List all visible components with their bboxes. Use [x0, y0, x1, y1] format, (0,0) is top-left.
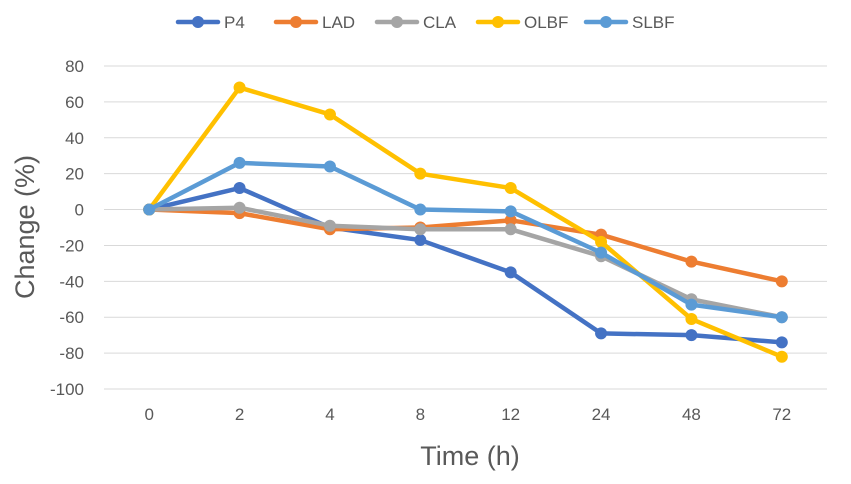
legend-item-slbf: SLBF [583, 13, 675, 32]
data-point-olbf [775, 350, 788, 363]
data-point-lad [775, 275, 788, 288]
data-point-p4 [685, 329, 698, 342]
data-point-olbf [323, 108, 336, 121]
series-lines [143, 81, 788, 363]
series-line-cla [146, 205, 785, 320]
data-point-p4 [233, 182, 246, 195]
legend-label-lad: LAD [322, 13, 355, 32]
data-point-slbf [775, 311, 788, 324]
data-point-olbf [414, 167, 427, 180]
y-tick-label: -80 [59, 344, 84, 363]
data-point-p4 [414, 234, 427, 247]
data-point-slbf [685, 298, 698, 311]
data-point-lad [504, 214, 517, 227]
legend-label-slbf: SLBF [632, 13, 675, 32]
legend-marker-olbf [492, 16, 504, 28]
y-axis-ticks: 80 60 40 20 0 -20 -40 -60 -80 -100 [50, 57, 84, 399]
series-line-olbf [146, 85, 785, 359]
y-tick-label: -100 [50, 380, 84, 399]
data-point-lad [685, 255, 698, 268]
y-tick-label: 0 [75, 201, 84, 220]
legend-marker-lad [290, 16, 302, 28]
data-point-slbf [414, 203, 427, 216]
data-point-p4 [504, 266, 517, 279]
x-tick-label: 48 [682, 405, 701, 424]
y-tick-label: -20 [59, 236, 84, 255]
series-slbf [143, 156, 788, 324]
legend-item-lad: LAD [273, 13, 355, 32]
legend-marker-slbf [600, 16, 612, 28]
data-point-p4 [775, 336, 788, 349]
legend-marker-p4 [192, 16, 204, 28]
x-tick-label: 0 [144, 405, 153, 424]
x-tick-label: 72 [772, 405, 791, 424]
data-point-cla [414, 223, 427, 236]
y-axis-title: Change (%) [10, 155, 40, 299]
legend: P4 LAD CLA OLBF SLBF [175, 13, 675, 32]
data-point-slbf [504, 205, 517, 218]
legend-label-p4: P4 [224, 13, 245, 32]
legend-label-cla: CLA [423, 13, 457, 32]
data-point-cla [233, 201, 246, 214]
y-tick-label: -60 [59, 308, 84, 327]
legend-item-cla: CLA [374, 13, 457, 32]
x-axis-title: Time (h) [420, 441, 520, 471]
data-point-olbf [685, 313, 698, 326]
series-line-lad [146, 207, 785, 284]
legend-label-olbf: OLBF [524, 13, 568, 32]
series-line-p4 [146, 185, 785, 345]
x-tick-label: 8 [416, 405, 425, 424]
x-axis-ticks: 0 2 4 8 12 24 48 72 [144, 405, 791, 424]
data-point-slbf [323, 160, 336, 173]
y-tick-label: -40 [59, 272, 84, 291]
x-tick-label: 2 [235, 405, 244, 424]
legend-item-olbf: OLBF [475, 13, 568, 32]
data-point-cla [504, 223, 517, 236]
data-point-olbf [595, 235, 608, 248]
y-tick-label: 80 [65, 57, 84, 76]
data-point-slbf [595, 246, 608, 259]
x-tick-label: 24 [592, 405, 611, 424]
series-line-slbf [146, 160, 785, 320]
legend-item-p4: P4 [175, 13, 245, 32]
data-point-slbf [233, 156, 246, 169]
data-point-cla [323, 219, 336, 232]
data-point-slbf [143, 203, 156, 216]
data-point-olbf [504, 182, 517, 195]
data-point-p4 [595, 327, 608, 340]
x-tick-label: 12 [501, 405, 520, 424]
y-tick-label: 60 [65, 93, 84, 112]
series-olbf [143, 81, 788, 363]
data-point-olbf [233, 81, 246, 94]
y-tick-label: 40 [65, 129, 84, 148]
legend-marker-cla [391, 16, 403, 28]
y-tick-label: 20 [65, 165, 84, 184]
x-tick-label: 4 [325, 405, 334, 424]
